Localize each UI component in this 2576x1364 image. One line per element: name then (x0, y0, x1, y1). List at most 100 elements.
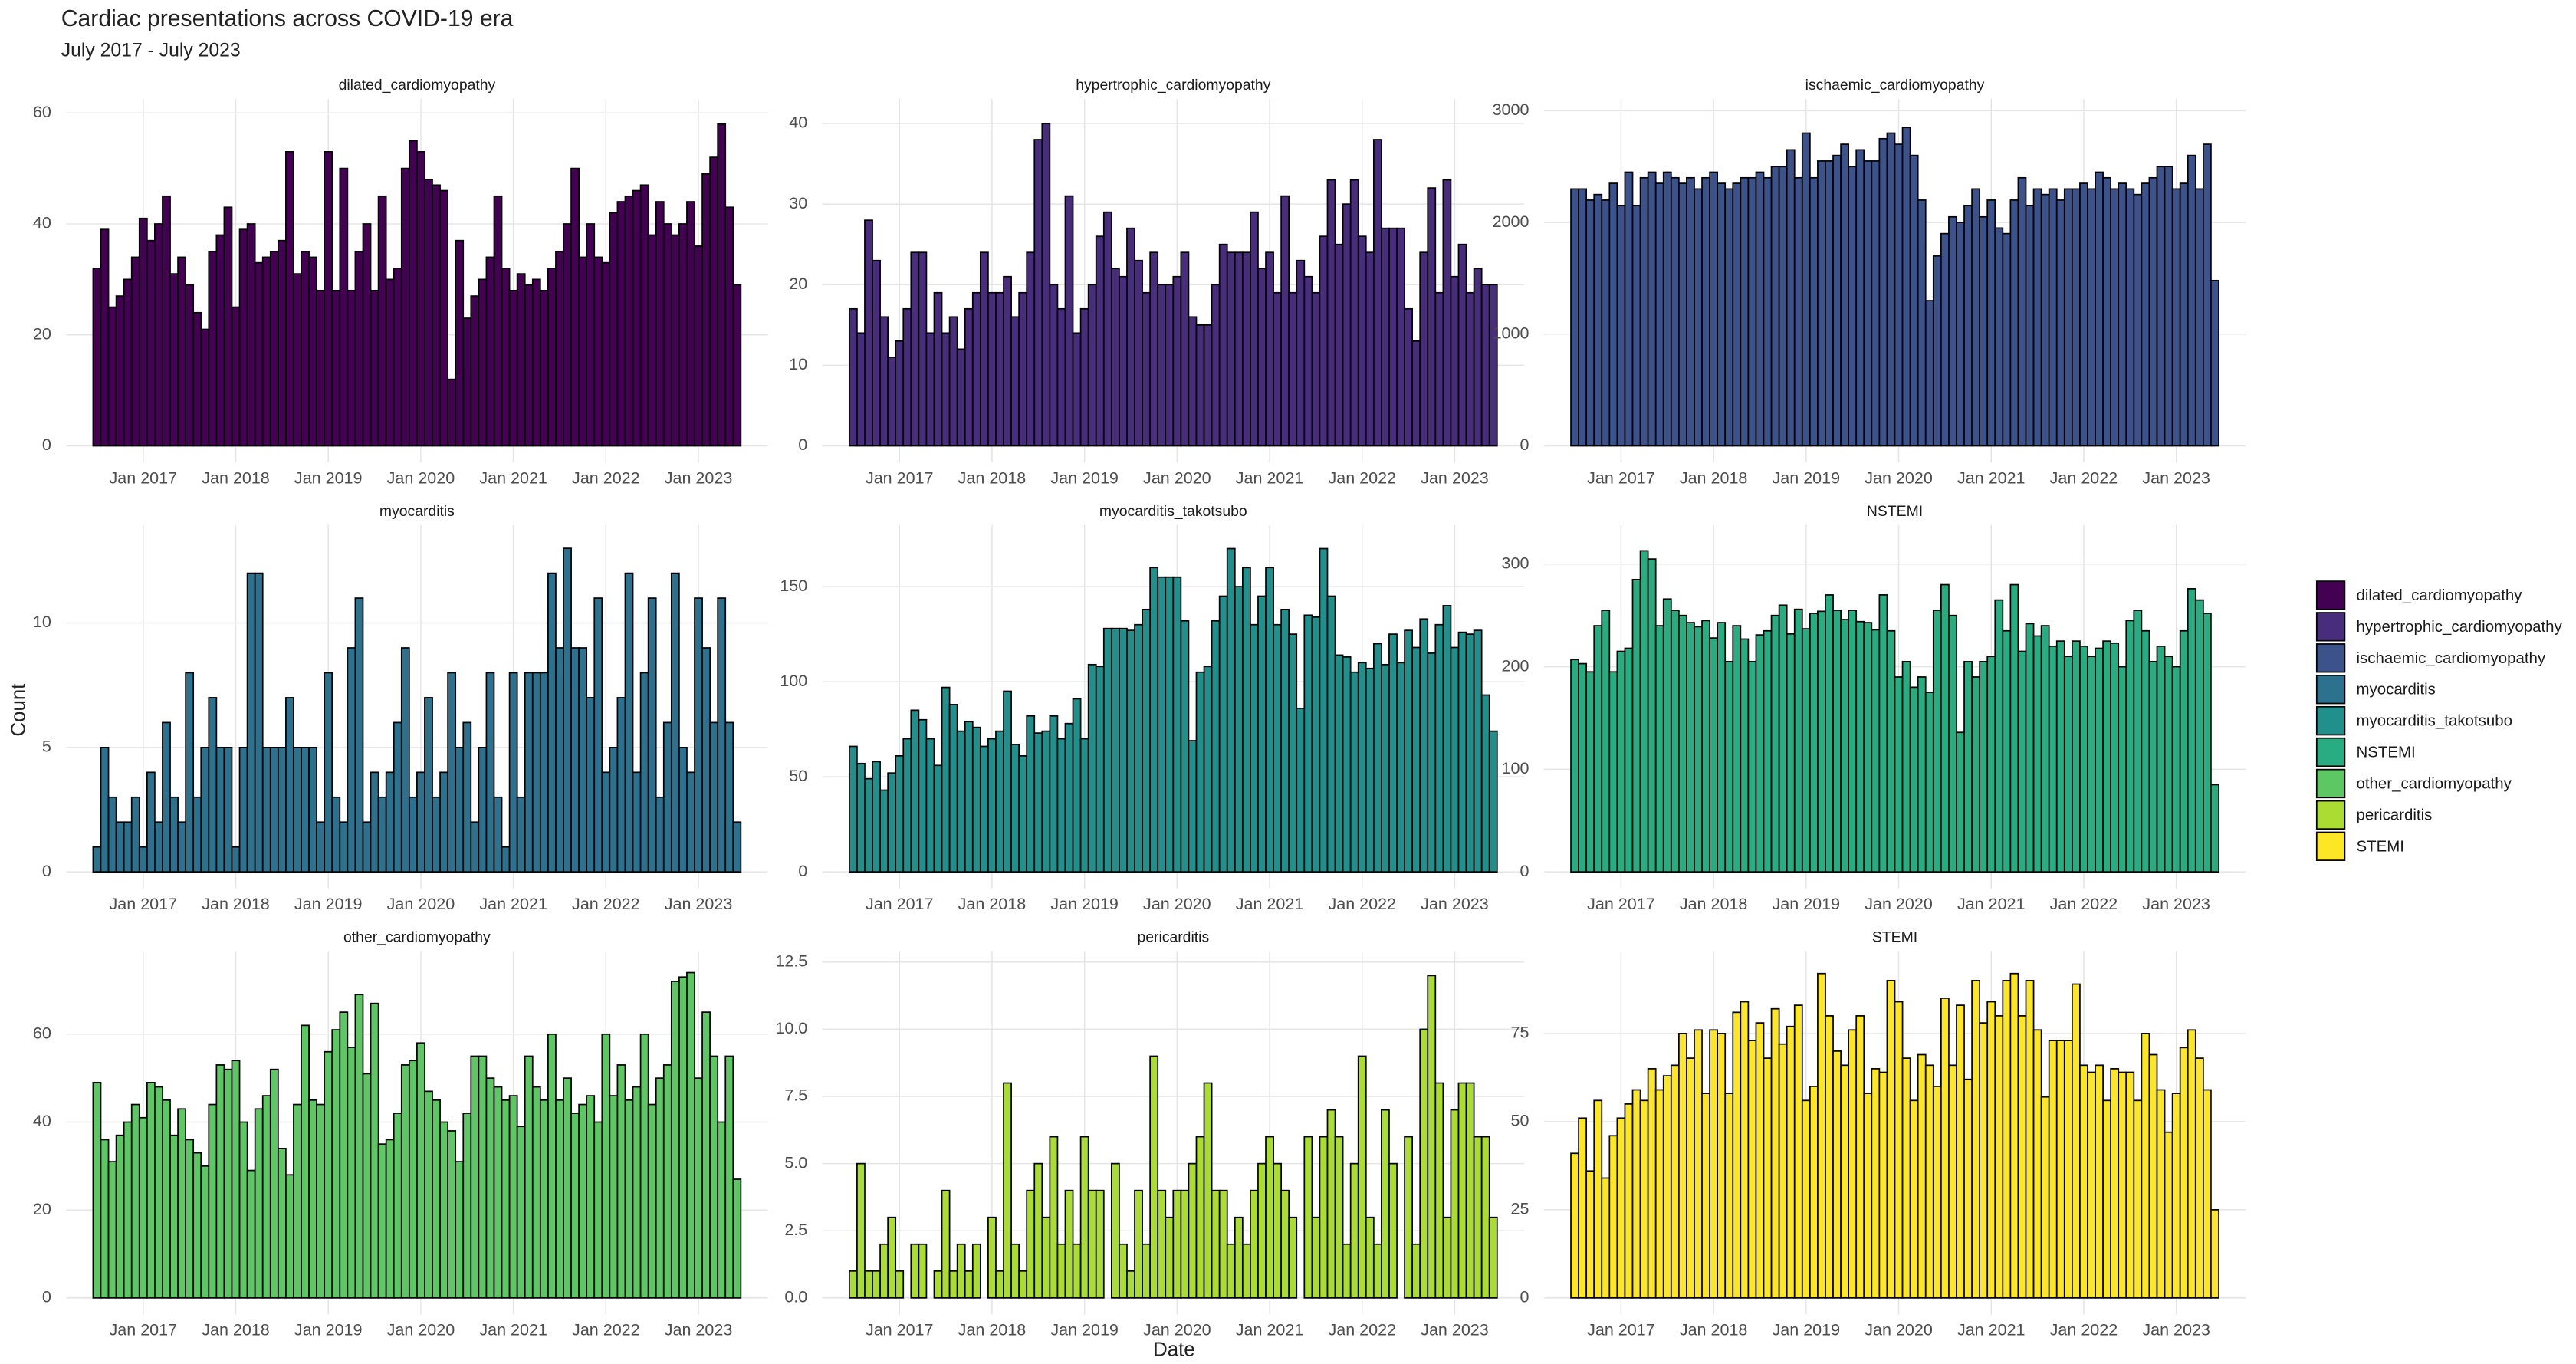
bar (686, 771, 695, 873)
bar (948, 704, 958, 873)
bar (1110, 627, 1120, 873)
y-tick-label: 0 (1520, 435, 1529, 454)
x-tick-label: Jan 2019 (1050, 895, 1119, 913)
bar (902, 307, 912, 447)
bar (1165, 284, 1175, 447)
bar (1601, 610, 1611, 873)
bar (879, 789, 889, 873)
bar (987, 291, 997, 447)
bar (316, 1103, 326, 1299)
chart-subtitle: July 2017 - July 2023 (61, 40, 241, 61)
bar (1948, 1064, 1957, 1299)
bar (1662, 171, 1672, 447)
bar (1372, 139, 1382, 447)
bar (616, 201, 626, 447)
bar (1778, 1043, 1788, 1299)
bar (92, 1082, 102, 1299)
bar (1647, 558, 1657, 873)
bar (1793, 176, 1803, 447)
bar (223, 206, 233, 447)
bar (115, 1134, 125, 1299)
x-tick-label: Jan 2023 (665, 468, 733, 487)
bar (555, 647, 564, 873)
y-tick-label: 40 (33, 1112, 51, 1130)
bar (856, 762, 866, 873)
bar (1041, 730, 1051, 873)
bar (1747, 661, 1757, 873)
bar (1755, 171, 1765, 447)
bar (1616, 650, 1626, 873)
bar (1450, 1109, 1460, 1299)
legend-label: pericarditis (2356, 806, 2432, 823)
bar (1119, 275, 1128, 447)
bar (1755, 634, 1765, 873)
bar (1349, 1162, 1359, 1299)
bar (1878, 594, 1888, 873)
bar (1480, 694, 1490, 873)
bar (1357, 235, 1367, 447)
bar (1694, 1029, 1703, 1299)
bar (639, 184, 649, 447)
bar (1411, 340, 1421, 447)
bar (2102, 640, 2112, 873)
bar (1979, 1022, 1989, 1299)
bar (1986, 656, 1996, 873)
bar (1381, 1109, 1390, 1299)
bar (1570, 188, 1579, 447)
bar (215, 234, 225, 447)
bar (354, 251, 364, 447)
y-tick-label: 20 (33, 1200, 51, 1218)
bar (2032, 188, 2042, 447)
bar (269, 1068, 279, 1299)
bar (347, 289, 356, 447)
y-tick-label: 10 (33, 613, 51, 631)
bar (702, 647, 711, 873)
bar (439, 189, 449, 447)
bar (1033, 732, 1043, 873)
bar (223, 1068, 233, 1299)
x-tick-label: Jan 2023 (2142, 895, 2210, 913)
bar (1119, 627, 1128, 873)
bar (1003, 690, 1012, 873)
bar (185, 1139, 195, 1299)
bar (2087, 656, 2096, 873)
bar (547, 1033, 557, 1299)
bar (478, 278, 488, 447)
bar (339, 167, 349, 447)
bar (1840, 1064, 1850, 1299)
bar (331, 796, 341, 873)
bar (2125, 620, 2135, 873)
bar (347, 1047, 356, 1299)
bar (192, 311, 202, 447)
bar (308, 1099, 317, 1299)
bar (324, 1050, 334, 1299)
y-tick-label: 300 (1502, 554, 1530, 572)
bar (1909, 154, 1919, 447)
bar (1326, 595, 1336, 873)
bar (1211, 1189, 1221, 1299)
bar (408, 796, 418, 873)
bar (1134, 259, 1143, 447)
bar (439, 771, 449, 873)
bar (1041, 1216, 1051, 1299)
bar (2194, 599, 2204, 873)
bar (1624, 171, 1634, 447)
legend-label: ischaemic_cardiomyopathy (2356, 649, 2545, 667)
bar (1901, 1057, 1911, 1299)
bar (639, 672, 649, 873)
bar (508, 672, 518, 873)
bar (2210, 1209, 2220, 1299)
bar (130, 1103, 140, 1299)
bar (1677, 1033, 1687, 1299)
bar (1647, 1068, 1657, 1299)
bar (1488, 1216, 1498, 1299)
bar (130, 256, 140, 447)
bar (1381, 663, 1390, 873)
bar (1488, 284, 1498, 447)
bar (1647, 171, 1657, 447)
bar (2133, 610, 2143, 873)
bar (2156, 166, 2166, 447)
bar (593, 256, 603, 447)
bar (1578, 662, 1588, 873)
bar (185, 284, 195, 447)
